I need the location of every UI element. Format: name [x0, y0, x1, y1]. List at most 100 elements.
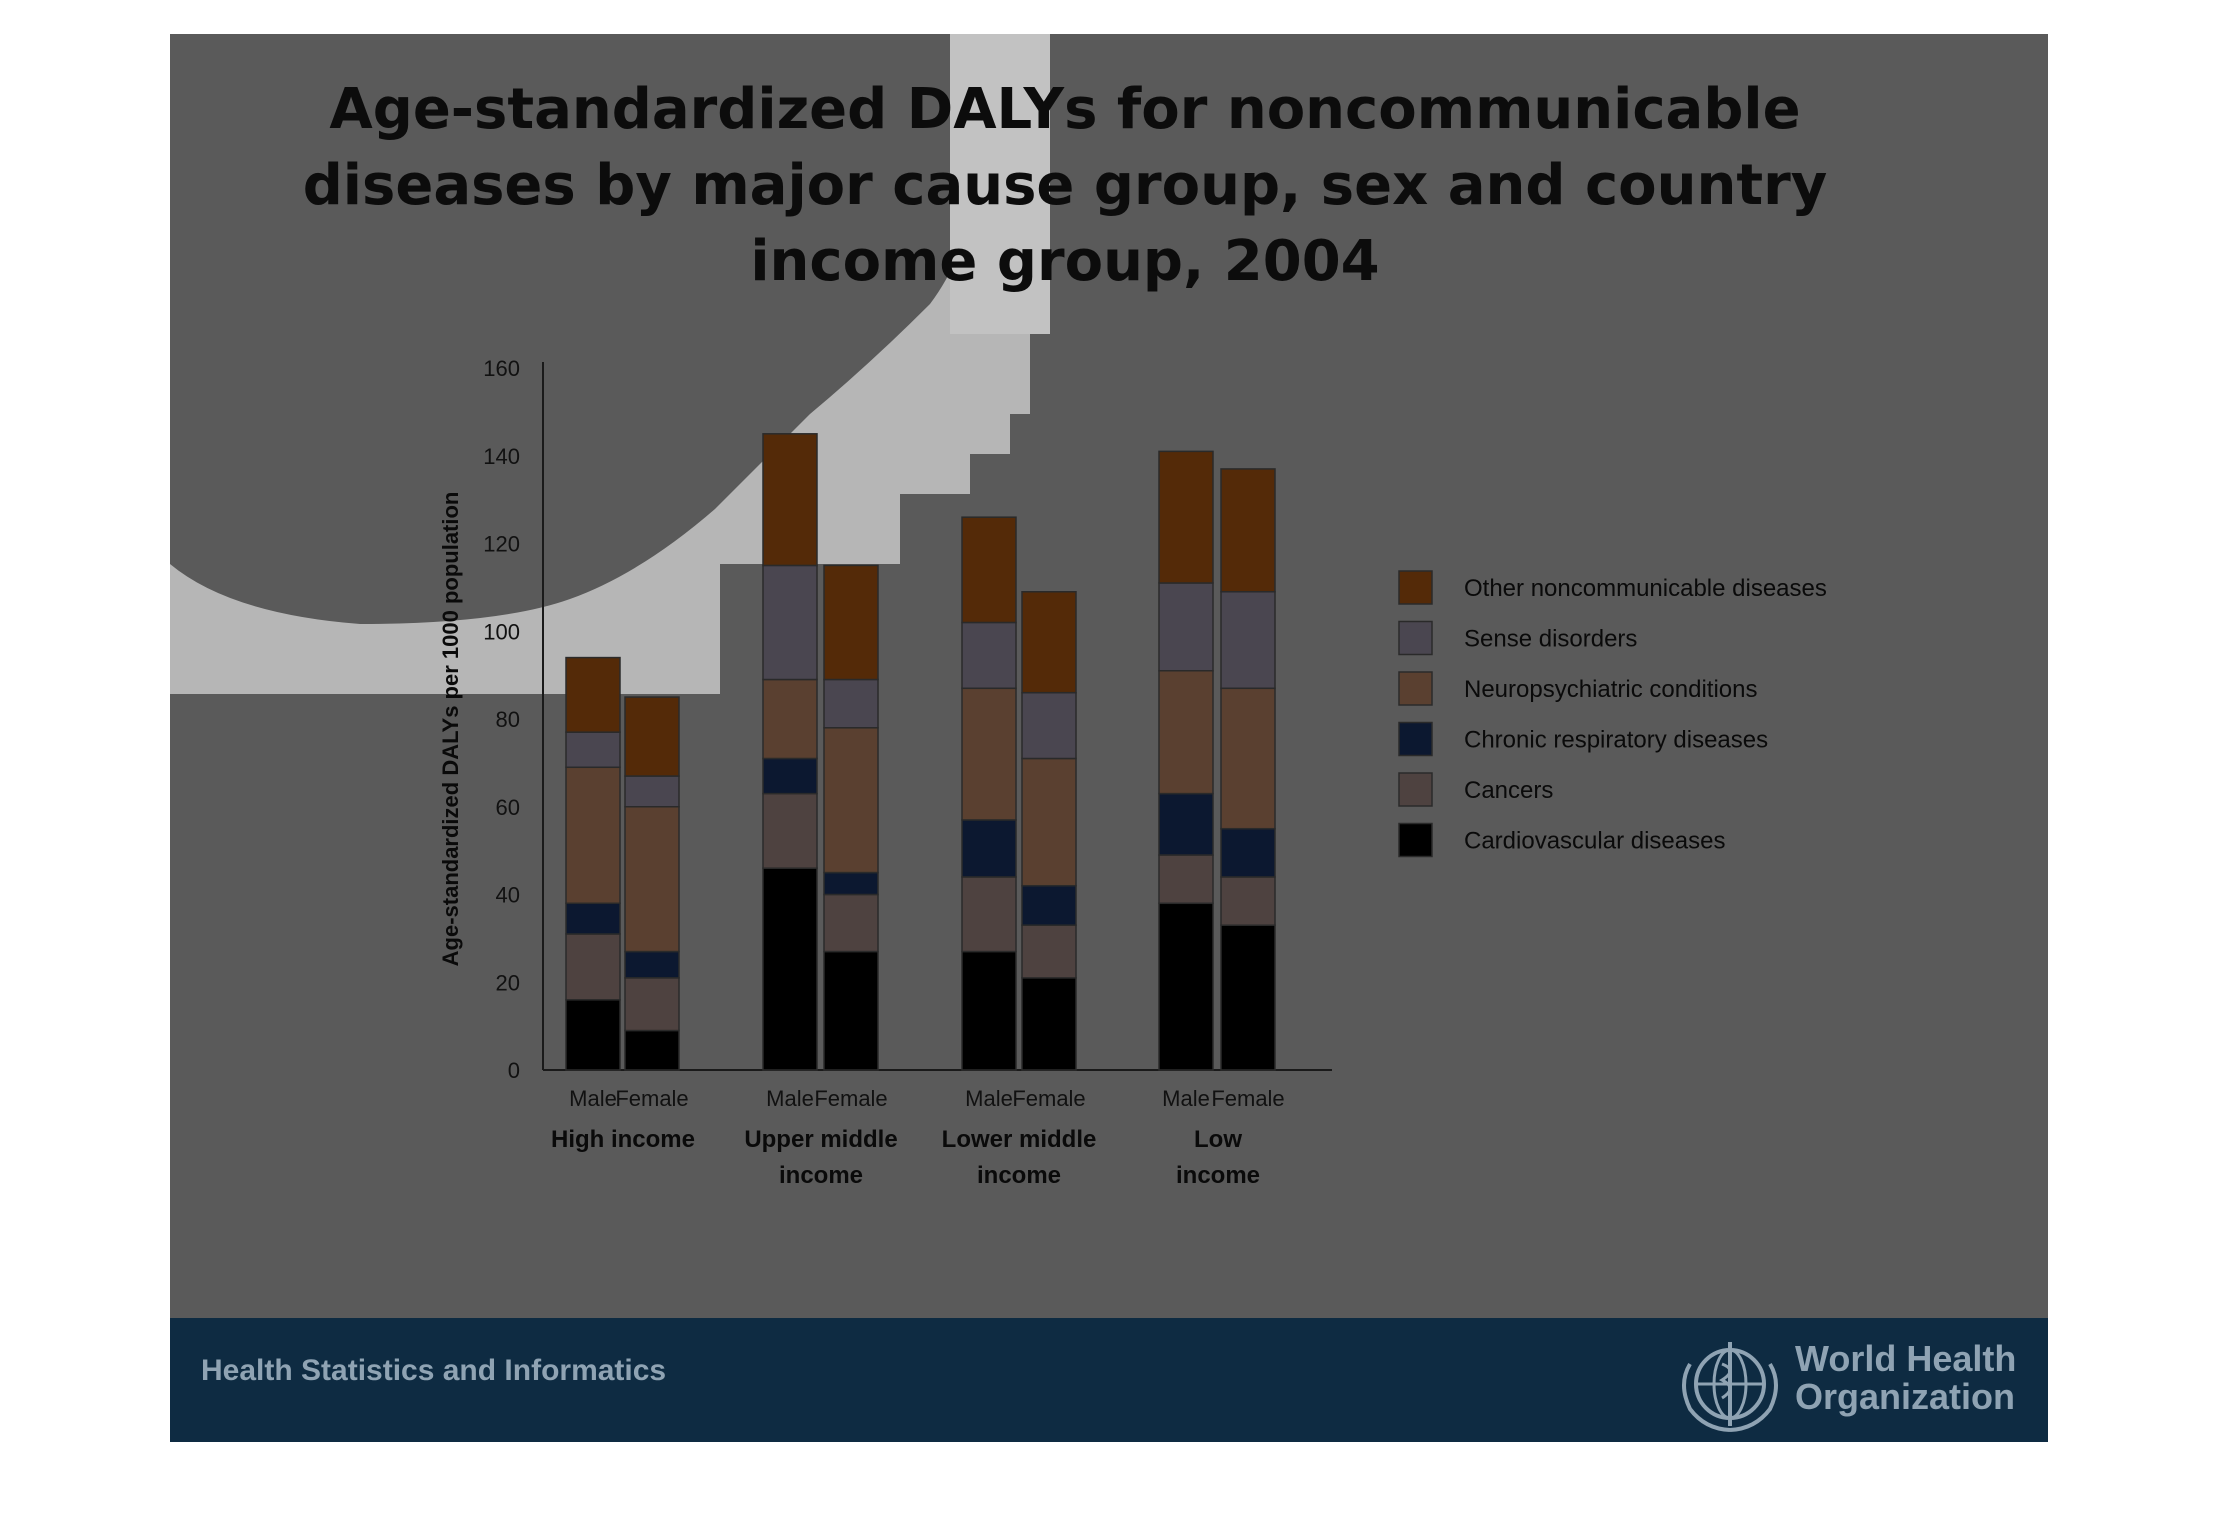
bar-segment — [1220, 468, 1276, 593]
group-label: income — [1176, 1162, 1260, 1189]
bar-segment — [961, 621, 1017, 690]
category-label: Male — [965, 1086, 1013, 1111]
bar-segment — [762, 757, 818, 795]
bar-segment — [1021, 757, 1077, 887]
y-tick-label: 80 — [496, 707, 520, 732]
group-label: Low — [1194, 1126, 1242, 1153]
legend-swatch — [1398, 570, 1433, 605]
legend-swatch — [1398, 822, 1433, 858]
legend-label: Cancers — [1464, 777, 1553, 804]
title-line-3: income group, 2004 — [750, 229, 1380, 294]
bar-segment — [565, 766, 621, 905]
bar-segment — [1220, 827, 1276, 878]
bar-segment — [1158, 854, 1214, 905]
legend-label: Sense disorders — [1464, 626, 1637, 653]
legend-label: Cardiovascular diseases — [1464, 828, 1725, 855]
y-tick-label: 160 — [483, 356, 520, 381]
bar-segment — [565, 731, 621, 769]
slide: Age-standardized DALYs for noncommunicab… — [170, 34, 2048, 1442]
bar-segment — [823, 893, 879, 953]
stacked-bar-chart: 0 20 40 60 80 100 120 140 160 Age-standardized DA… — [438, 356, 1827, 1189]
chart-bars — [565, 433, 1276, 1071]
who-emblem-icon — [1682, 1342, 1778, 1432]
who-organization-name: World Health Organization — [1795, 1340, 2016, 1416]
bar-segment — [565, 902, 621, 935]
category-label: Female — [814, 1086, 887, 1111]
light-top-panel — [950, 34, 1050, 334]
legend-swatch — [1398, 772, 1433, 807]
bar-segment — [961, 950, 1017, 1071]
light-curved-panel — [170, 34, 1050, 694]
bar-segment — [1021, 977, 1077, 1071]
footer-department-text: Health Statistics and Informatics — [201, 1354, 667, 1387]
y-tick-label: 0 — [508, 1058, 520, 1083]
y-tick-label: 120 — [483, 532, 520, 557]
bar-segment — [961, 819, 1017, 878]
y-tick-label: 40 — [496, 883, 520, 908]
category-label: Male — [569, 1086, 617, 1111]
bar-segment — [1021, 884, 1077, 926]
y-tick-label: 20 — [496, 970, 520, 995]
bar-segment — [762, 564, 818, 681]
bar-segment — [1021, 691, 1077, 760]
bar-segment — [823, 678, 879, 729]
bar-segment — [565, 933, 621, 1001]
category-label: Female — [1211, 1086, 1284, 1111]
background-highlight-shape — [170, 34, 1050, 694]
bar-segment — [624, 696, 680, 777]
bar-segment — [1158, 902, 1214, 1071]
y-axis-title: Age-standardized DALYs per 1000 populati… — [438, 492, 463, 967]
group-label: High income — [551, 1126, 695, 1153]
legend-label: Other noncommunicable diseases — [1464, 575, 1827, 602]
legend-swatch — [1398, 671, 1433, 706]
bar-segment — [1021, 924, 1077, 979]
category-label: Female — [1012, 1086, 1085, 1111]
title-line-1: Age-standardized DALYs for noncommunicab… — [329, 77, 1801, 142]
legend-label: Chronic respiratory diseases — [1464, 727, 1768, 754]
bar-segment — [823, 871, 879, 896]
bar-segment — [1220, 687, 1276, 830]
y-tick-label: 140 — [483, 444, 520, 469]
bar-segment — [624, 950, 680, 979]
org-name-line-2: Organization — [1795, 1376, 2016, 1417]
bar-segment — [762, 792, 818, 869]
bar-segment — [961, 516, 1017, 624]
group-label: income — [779, 1162, 863, 1189]
bar-segment — [565, 656, 621, 733]
bar-segment — [961, 687, 1017, 821]
legend-swatch — [1398, 620, 1433, 656]
bar-segment — [624, 977, 680, 1032]
legend-label: Neuropsychiatric conditions — [1464, 676, 1757, 703]
legend-swatch — [1398, 721, 1433, 757]
bar-segment — [1158, 582, 1214, 672]
group-label: Lower middle — [942, 1126, 1097, 1153]
bar-segment — [624, 806, 680, 953]
title-line-2: diseases by major cause group, sex and c… — [302, 153, 1828, 218]
bar-segment — [762, 678, 818, 760]
bar-segment — [1220, 591, 1276, 690]
bar-segment — [624, 775, 680, 808]
bar-segment — [823, 727, 879, 874]
chart-legend: Other noncommunicable diseases Sense diso… — [1398, 570, 1827, 858]
bar-segment — [762, 433, 818, 567]
y-tick-label: 100 — [483, 619, 520, 644]
bar-segment — [1158, 669, 1214, 795]
bar-segment — [1158, 792, 1214, 856]
org-name-line-1: World Health — [1795, 1338, 2017, 1379]
bar-segment — [1021, 591, 1077, 694]
group-label: income — [977, 1162, 1061, 1189]
category-label: Male — [766, 1086, 814, 1111]
category-label: Female — [615, 1086, 688, 1111]
y-tick-label: 60 — [496, 795, 520, 820]
bar-segment — [1158, 450, 1214, 584]
bar-segment — [1220, 876, 1276, 926]
bar-segment — [961, 876, 1017, 953]
bar-segment — [823, 564, 879, 681]
bar-segment — [762, 867, 818, 1071]
group-label: Upper middle — [744, 1126, 897, 1153]
bar-segment — [565, 999, 621, 1071]
bar-segment — [1220, 924, 1276, 1071]
footer-bar: Health Statistics and Informatics World … — [170, 1318, 2048, 1442]
chart-title: Age-standardized DALYs for noncommunicab… — [170, 72, 1960, 300]
